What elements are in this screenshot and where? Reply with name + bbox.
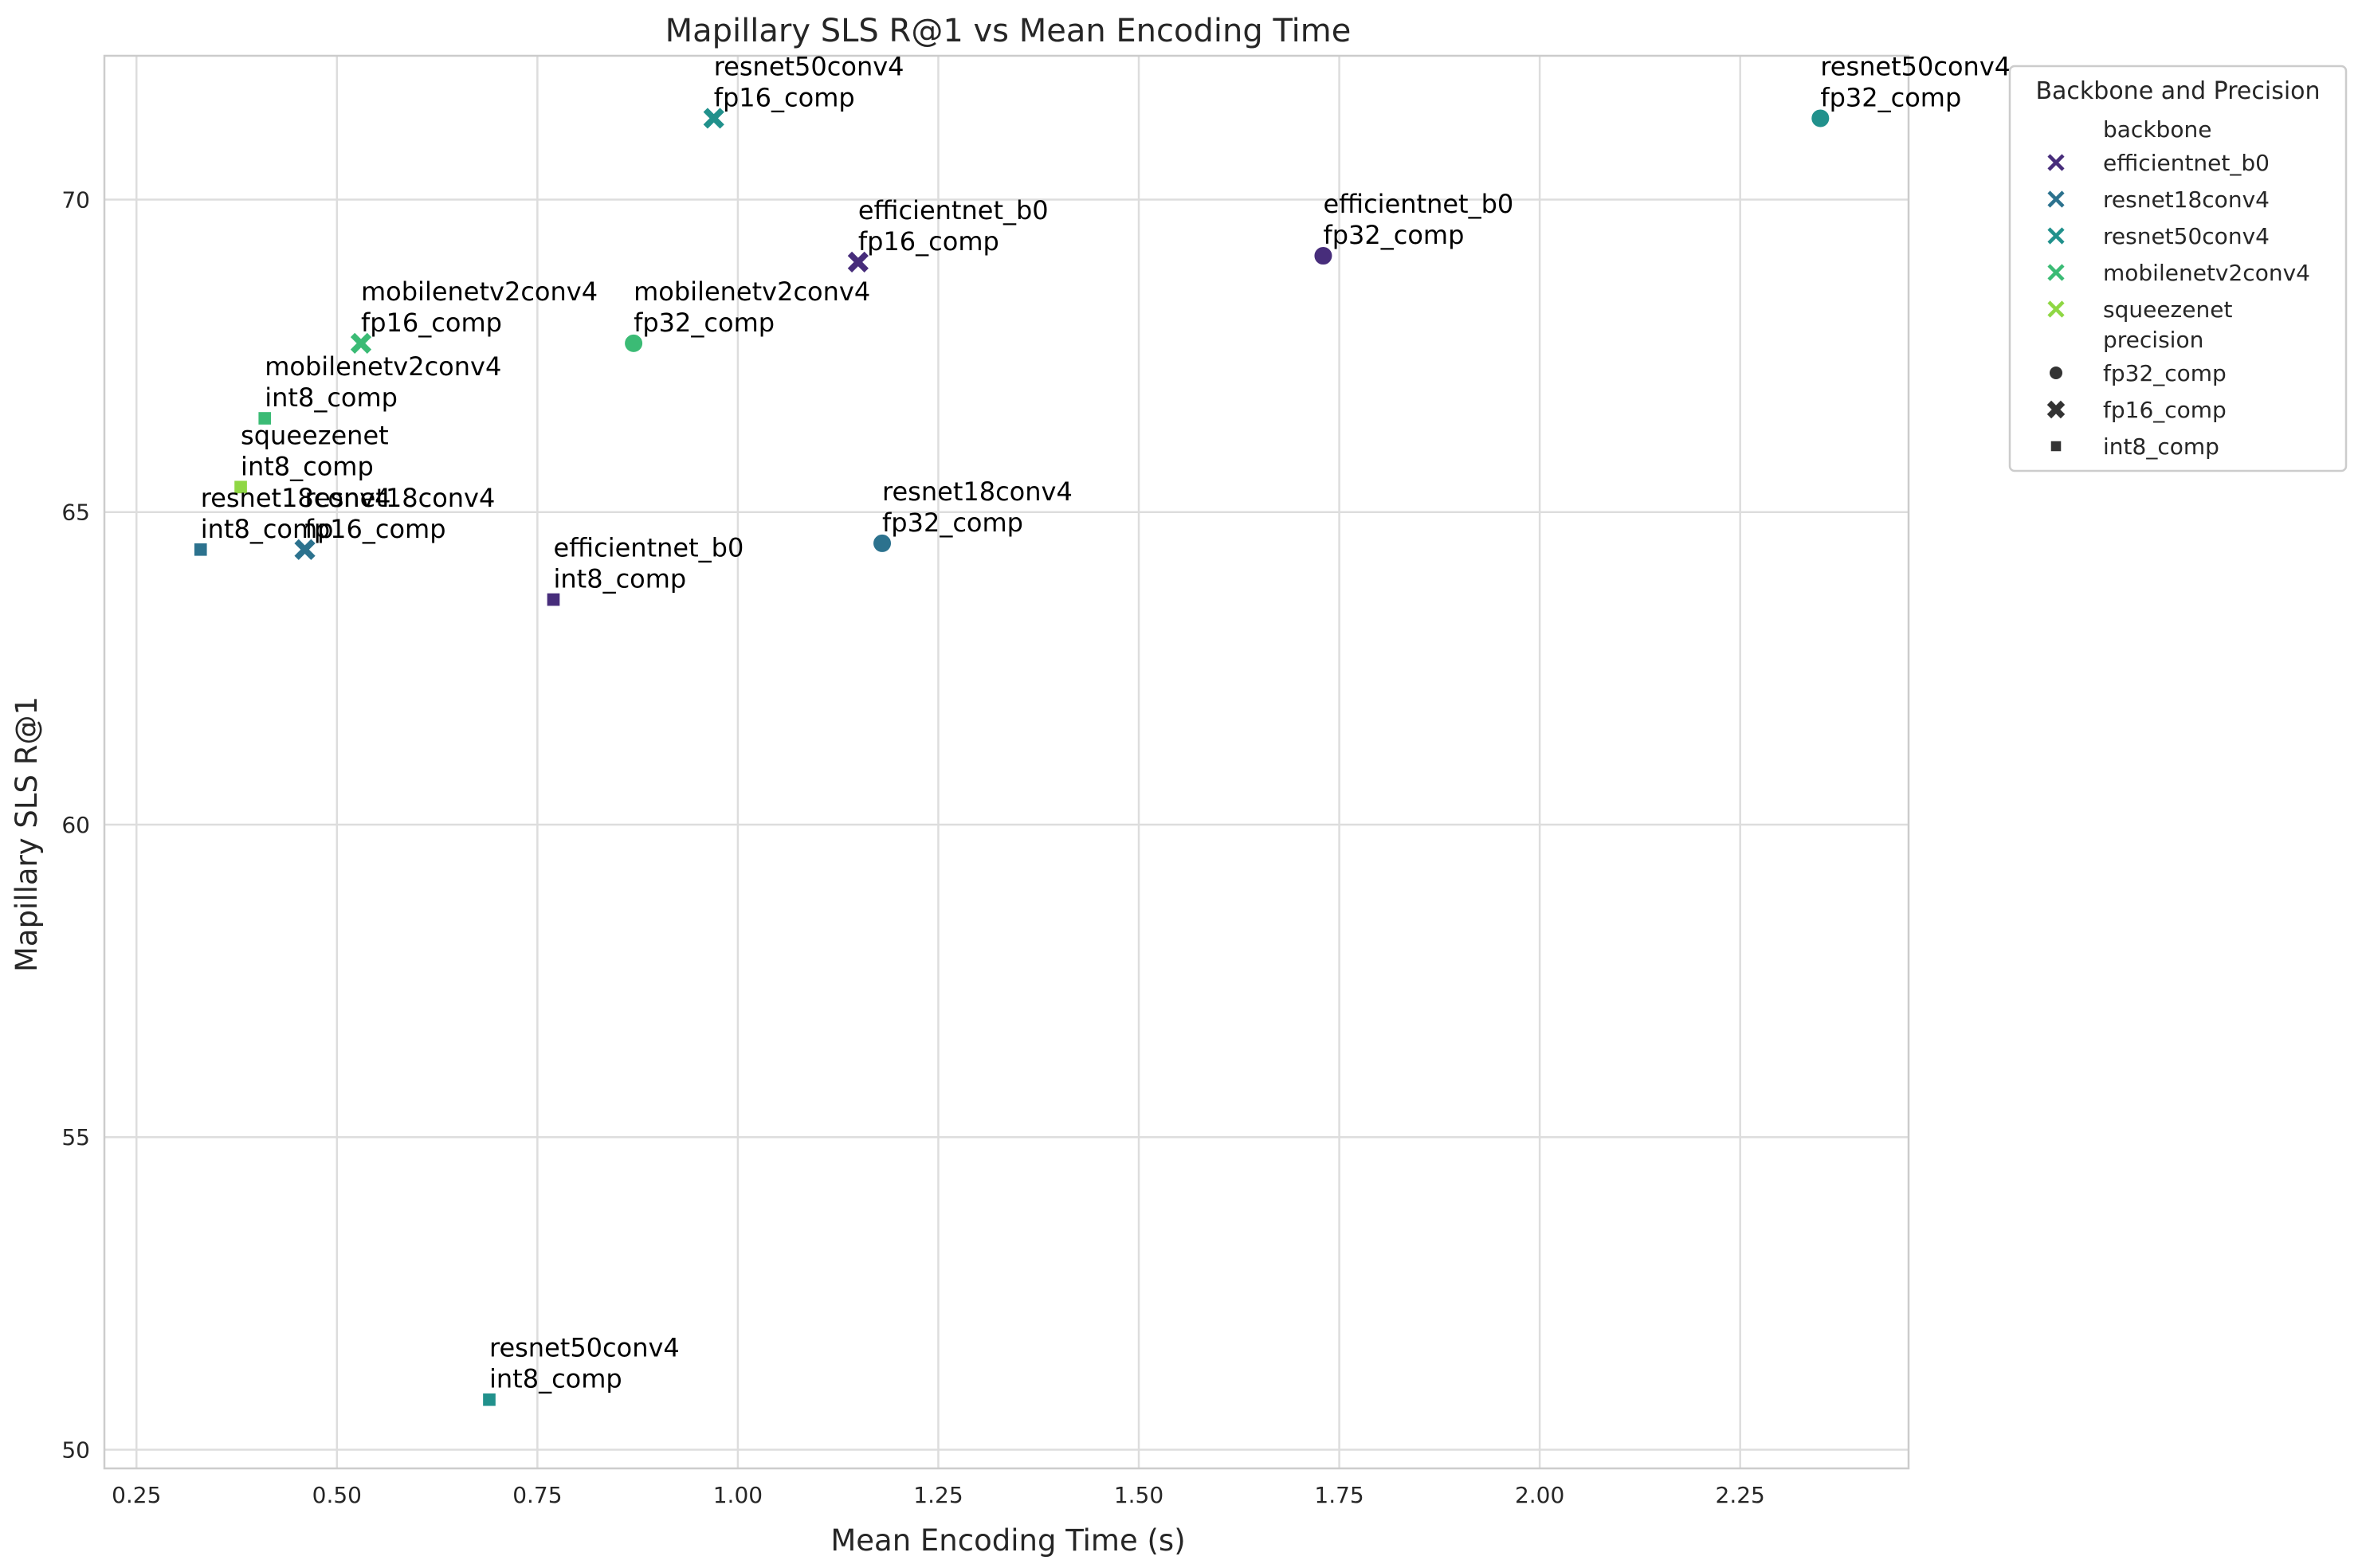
legend-backbone-marker bbox=[2047, 264, 2065, 281]
legend-precision-label: fp16_comp bbox=[2103, 397, 2227, 423]
point-annotation: squeezenet int8_comp bbox=[241, 420, 389, 481]
data-point bbox=[872, 532, 893, 554]
point-annotation: efficientnet_b0 fp16_comp bbox=[858, 195, 1049, 257]
point-annotation: efficientnet_b0 fp32_comp bbox=[1323, 189, 1513, 250]
point-annotation-line: resnet18conv4 bbox=[305, 483, 496, 513]
x-axis-label: Mean Encoding Time (s) bbox=[830, 1523, 1185, 1558]
data-point bbox=[623, 332, 645, 354]
legend: Backbone and Precision backbone efficien… bbox=[2008, 65, 2348, 472]
point-annotation-line: resnet50conv4 bbox=[714, 51, 904, 81]
legend-backbone-label: resnet18conv4 bbox=[2103, 186, 2270, 213]
point-annotation: mobilenetv2conv4 fp16_comp bbox=[361, 276, 598, 338]
legend-precision-marker bbox=[2050, 440, 2062, 453]
point-annotation-line: fp32_comp bbox=[634, 308, 775, 338]
data-point bbox=[350, 332, 372, 354]
x-tick-label: 2.00 bbox=[1515, 1482, 1564, 1508]
legend-backbone-marker bbox=[2047, 154, 2065, 171]
data-point bbox=[703, 108, 724, 129]
point-annotation-line: mobilenetv2conv4 bbox=[361, 276, 598, 307]
point-annotation-line: efficientnet_b0 bbox=[1323, 189, 1513, 219]
x-tick-label: 0.50 bbox=[312, 1482, 362, 1508]
data-point bbox=[294, 539, 316, 560]
point-annotation-line: int8_comp bbox=[553, 564, 686, 594]
point-annotation-line: fp16_comp bbox=[305, 514, 446, 544]
legend-precision-marker bbox=[2048, 365, 2064, 381]
legend-precision-label: int8_comp bbox=[2103, 433, 2219, 460]
data-points bbox=[193, 108, 1831, 1408]
y-axis-label: Mapillary SLS R@1 bbox=[10, 696, 44, 972]
point-annotation-line: squeezenet bbox=[241, 420, 389, 450]
point-annotation-line: fp16_comp bbox=[858, 226, 999, 257]
point-annotation-line: mobilenetv2conv4 bbox=[634, 276, 870, 307]
y-tick-label: 65 bbox=[61, 500, 90, 526]
point-annotation-line: int8_comp bbox=[265, 382, 398, 413]
x-tick-label: 1.50 bbox=[1114, 1482, 1163, 1508]
point-annotation: resnet50conv4 fp32_comp bbox=[1820, 51, 2011, 112]
legend-backbone-label: mobilenetv2conv4 bbox=[2103, 260, 2310, 286]
point-annotation-line: int8_comp bbox=[241, 451, 374, 481]
legend-title: Backbone and Precision bbox=[2035, 77, 2320, 105]
x-tick-label: 1.00 bbox=[713, 1482, 763, 1508]
y-tick-label: 70 bbox=[61, 186, 90, 213]
plot-area-frame bbox=[103, 54, 1910, 1470]
point-annotation: resnet18conv4 fp32_comp bbox=[882, 476, 1073, 538]
point-annotation: resnet18conv4 int8_comp bbox=[201, 483, 391, 544]
data-point bbox=[847, 251, 869, 272]
chart-title: Mapillary SLS R@1 vs Mean Encoding Time bbox=[665, 13, 1352, 49]
x-tick-label: 2.25 bbox=[1716, 1482, 1765, 1508]
x-tick-label: 0.25 bbox=[112, 1482, 161, 1508]
point-annotation-line: resnet18conv4 bbox=[882, 476, 1073, 507]
data-point bbox=[257, 410, 273, 426]
legend-precision-marker bbox=[2046, 400, 2066, 419]
data-point bbox=[233, 479, 249, 495]
legend-backbone-header: backbone bbox=[2103, 116, 2211, 143]
grid-lines bbox=[104, 56, 1909, 1468]
x-tick-label: 1.75 bbox=[1314, 1482, 1363, 1508]
x-tick-label: 0.75 bbox=[512, 1482, 562, 1508]
point-annotation-line: fp32_comp bbox=[1820, 82, 1961, 112]
point-annotation-line: fp32_comp bbox=[882, 508, 1023, 538]
point-annotation-line: resnet50conv4 bbox=[489, 1333, 680, 1363]
legend-backbone-label: squeezenet bbox=[2103, 296, 2232, 323]
point-annotation: resnet50conv4 fp16_comp bbox=[714, 51, 904, 112]
point-annotation-line: efficientnet_b0 bbox=[553, 533, 744, 563]
y-tick-label: 55 bbox=[61, 1124, 90, 1151]
point-annotation-line: fp16_comp bbox=[361, 308, 502, 338]
legend-backbone-marker bbox=[2047, 190, 2065, 208]
legend-precision-entries: fp32_comp fp16_comp int8_comp bbox=[2046, 360, 2227, 460]
point-annotation-line: fp32_comp bbox=[1323, 220, 1464, 250]
legend-precision-label: fp32_comp bbox=[2103, 360, 2227, 386]
data-point bbox=[1312, 245, 1334, 267]
point-annotation: resnet18conv4 fp16_comp bbox=[305, 483, 496, 544]
point-annotation: mobilenetv2conv4 int8_comp bbox=[265, 351, 501, 413]
y-tick-label: 60 bbox=[61, 812, 90, 838]
point-annotation-line: resnet50conv4 bbox=[1820, 51, 2011, 81]
point-annotation-line: efficientnet_b0 bbox=[858, 195, 1049, 225]
legend-backbone-marker bbox=[2047, 300, 2065, 318]
legend-backbone-marker bbox=[2047, 227, 2065, 245]
point-annotation-line: int8_comp bbox=[201, 514, 334, 544]
point-annotation: efficientnet_b0 int8_comp bbox=[553, 533, 744, 594]
data-point bbox=[193, 542, 209, 558]
data-point bbox=[481, 1392, 497, 1408]
legend-backbone-label: resnet50conv4 bbox=[2103, 223, 2270, 249]
point-annotation-line: mobilenetv2conv4 bbox=[265, 351, 501, 382]
data-point bbox=[546, 592, 561, 607]
point-annotation-line: resnet18conv4 bbox=[201, 483, 391, 513]
legend-backbone-label: efficientnet_b0 bbox=[2103, 150, 2270, 176]
point-annotation-line: int8_comp bbox=[489, 1364, 622, 1394]
x-tick-label: 1.25 bbox=[913, 1482, 963, 1508]
point-annotation: mobilenetv2conv4 fp32_comp bbox=[634, 276, 870, 338]
legend-box bbox=[2008, 65, 2348, 472]
legend-precision-header: precision bbox=[2103, 327, 2203, 353]
point-annotation-line: fp16_comp bbox=[714, 82, 855, 112]
axis-ticks: 0.25 0.50 0.75 1.00 1.25 1.50 1.75 2.00 2.25 50 55… bbox=[61, 186, 1765, 1508]
point-annotation: resnet50conv4 int8_comp bbox=[489, 1333, 680, 1394]
legend-backbone-entries: efficientnet_b0 resnet18conv4 resnet50conv… bbox=[2047, 150, 2310, 323]
y-tick-label: 50 bbox=[61, 1437, 90, 1463]
data-point bbox=[1810, 108, 1831, 129]
